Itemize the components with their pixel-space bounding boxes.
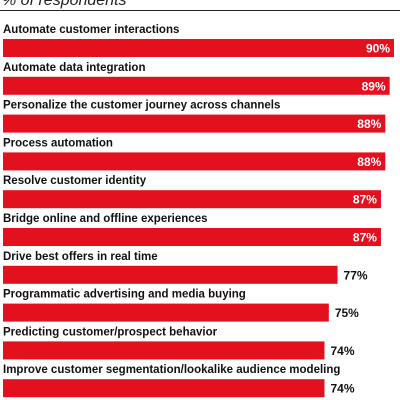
category-label: Drive best offers in real time: [3, 251, 158, 263]
value-label: 74%: [330, 382, 354, 396]
value-label: 87%: [353, 193, 377, 207]
bar: [3, 76, 390, 95]
value-label: 89%: [362, 79, 386, 93]
category-label: Programmatic advertising and media buyin…: [3, 289, 246, 301]
bar: [3, 114, 386, 133]
bar: [3, 228, 381, 246]
value-label: 75%: [335, 306, 359, 320]
value-label: 74%: [330, 344, 354, 358]
bar: [3, 379, 325, 398]
category-label: Personalize the customer journey across …: [3, 100, 280, 112]
bar: [3, 190, 381, 209]
value-label: 88%: [357, 155, 381, 169]
category-label: Improve customer segmentation/lookalike …: [3, 364, 340, 376]
value-label: 87%: [353, 231, 377, 245]
header-rule: [0, 10, 400, 11]
category-label: Predicting customer/prospect behavior: [3, 326, 218, 338]
value-label: 88%: [357, 117, 381, 131]
category-label: Automate data integration: [3, 62, 145, 74]
value-label: 77%: [344, 268, 368, 282]
chart-subtitle: % of respondents: [2, 0, 127, 9]
category-label: Automate customer interactions: [3, 24, 179, 36]
value-label: 90%: [366, 42, 390, 56]
category-label: Resolve customer identity: [3, 175, 147, 187]
bar: [3, 341, 325, 360]
bar: [3, 265, 338, 284]
bar: [3, 303, 329, 322]
bar: [3, 39, 394, 57]
bar: [3, 152, 386, 171]
category-label: Bridge online and offline experiences: [3, 213, 208, 225]
category-label: Process automation: [3, 137, 113, 149]
